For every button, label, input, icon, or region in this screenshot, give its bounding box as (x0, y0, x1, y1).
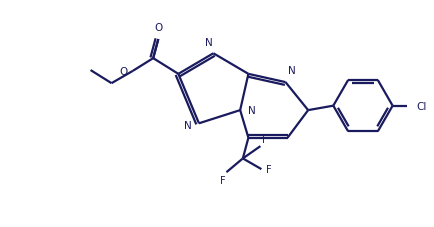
Text: F: F (261, 135, 267, 145)
Text: F: F (265, 164, 270, 174)
Text: O: O (154, 23, 162, 33)
Text: N: N (204, 38, 212, 48)
Text: Cl: Cl (415, 101, 425, 111)
Text: F: F (220, 175, 225, 185)
Text: N: N (247, 106, 255, 116)
Text: O: O (118, 67, 127, 76)
Text: N: N (287, 65, 295, 75)
Text: N: N (184, 121, 191, 131)
